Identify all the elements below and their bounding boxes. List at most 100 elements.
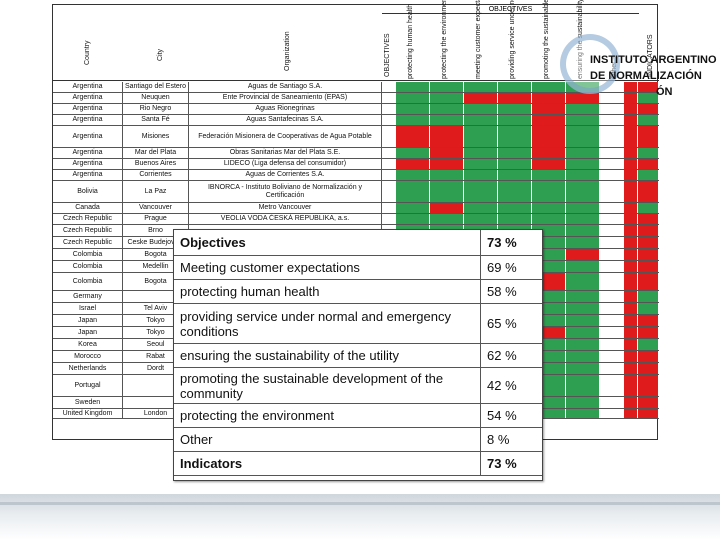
objective-status-cell: [396, 82, 430, 92]
indicator-status-cell: [638, 203, 659, 213]
summary-row: Other 8 %: [174, 428, 542, 452]
objective-marker-cell: [382, 214, 396, 224]
summary-label: protecting human health: [174, 280, 481, 303]
objective-status-cell: [498, 159, 532, 169]
objective-column-header: promoting the sustainable development of…: [542, 0, 551, 79]
country-cell: Colombia: [53, 261, 123, 272]
other-flag-cell: [624, 203, 638, 213]
objective-status-cell: [532, 148, 566, 158]
other-flag-cell: [624, 126, 638, 147]
indicator-status-cell: [638, 159, 659, 169]
objective-status-cell: [430, 181, 464, 202]
objective-status-cell: [532, 249, 566, 260]
objective-status-cell: [532, 159, 566, 169]
objective-status-cell: [464, 126, 498, 147]
other-flag-cell: [624, 93, 638, 103]
objective-status-cell: [396, 214, 430, 224]
objective-status-cell: [498, 126, 532, 147]
organization-cell: Obras Sanitarias Mar del Plata S.E.: [189, 148, 382, 158]
matrix-row: Argentina Corrientes Aguas de Corrientes S…: [53, 170, 659, 181]
objective-column-header: protecting the environment: [441, 0, 448, 79]
country-cell: Colombia: [53, 273, 123, 290]
objective-status-cell: [566, 303, 600, 314]
objective-status-cell: [498, 170, 532, 180]
objective-status-cell: [566, 327, 600, 338]
other-flag-cell: [624, 375, 638, 396]
indicator-status-cell: [638, 214, 659, 224]
other-flag-cell: [624, 315, 638, 326]
objective-status-cell: [566, 351, 600, 362]
indicator-status-cell: [638, 170, 659, 180]
city-cell: Mar del Plata: [123, 148, 189, 158]
objective-status-cell: [430, 159, 464, 169]
other-flag-cell: [624, 115, 638, 125]
other-flag-cell: [624, 363, 638, 374]
objective-status-cell: [498, 214, 532, 224]
summary-percentage: 62 %: [487, 348, 517, 363]
indicator-status-cell: [638, 327, 659, 338]
country-cell: Bolivia: [53, 181, 123, 202]
other-flag-cell: [624, 181, 638, 202]
indicator-status-cell: [638, 409, 659, 418]
objective-status-cell: [464, 181, 498, 202]
objective-status-cell: [532, 82, 566, 92]
objective-status-cell: [396, 104, 430, 114]
objective-status-cell: [464, 214, 498, 224]
objective-status-cell: [532, 303, 566, 314]
country-cell: Morocco: [53, 351, 123, 362]
objective-status-cell: [532, 339, 566, 350]
other-flag-cell: [624, 104, 638, 114]
country-cell: Korea: [53, 339, 123, 350]
objective-status-cell: [464, 93, 498, 103]
summary-label: Indicators: [174, 452, 481, 475]
other-flag-cell: [624, 273, 638, 290]
indicator-status-cell: [638, 93, 659, 103]
summary-percentage: 73 %: [487, 235, 517, 250]
objective-status-cell: [430, 93, 464, 103]
objective-status-cell: [430, 126, 464, 147]
objective-status-cell: [566, 273, 600, 290]
objective-status-cell: [532, 170, 566, 180]
country-cell: Argentina: [53, 82, 123, 92]
objective-status-cell: [498, 203, 532, 213]
matrix-row: Bolivia La Paz IBNORCA - Instituto Bolivia…: [53, 181, 659, 203]
summary-row: protecting human health 58 %: [174, 280, 542, 304]
objective-status-cell: [532, 104, 566, 114]
country-cell: Argentina: [53, 159, 123, 169]
city-cell: Santa Fé: [123, 115, 189, 125]
other-flag-cell: [624, 237, 638, 248]
objective-marker-cell: [382, 115, 396, 125]
country-cell: Argentina: [53, 126, 123, 147]
objective-status-cell: [566, 375, 600, 396]
other-flag-cell: [624, 327, 638, 338]
objective-status-cell: [532, 351, 566, 362]
city-cell: Vancouver: [123, 203, 189, 213]
summary-label: protecting the environment: [174, 404, 481, 427]
objective-status-cell: [532, 225, 566, 236]
objective-status-cell: [566, 214, 600, 224]
objective-status-cell: [566, 397, 600, 408]
objective-status-cell: [566, 203, 600, 213]
indicator-status-cell: [638, 351, 659, 362]
matrix-header: Country City Organization OBJECTIVES OBJ…: [53, 0, 659, 81]
indicator-status-cell: [638, 315, 659, 326]
summary-percentage: 8 %: [487, 432, 510, 447]
objective-column-header: meeting customer expectations: [475, 0, 482, 79]
summary-row: providing service under normal and emerg…: [174, 304, 542, 344]
country-cell: Argentina: [53, 93, 123, 103]
objective-status-cell: [498, 82, 532, 92]
matrix-row: Czech Republic Prague VEOLIA VODA ČESKÁ RE…: [53, 214, 659, 225]
objective-status-cell: [532, 214, 566, 224]
summary-row: promoting the sustainable development of…: [174, 368, 542, 404]
objective-status-cell: [566, 261, 600, 272]
organization-cell: VEOLIA VODA ČESKÁ REPUBLIKA, a.s.: [189, 214, 382, 224]
indicator-status-cell: [638, 303, 659, 314]
organization-cell: Aguas Santafecinas S.A.: [189, 115, 382, 125]
logo-line-3: ÓN: [656, 86, 673, 98]
logo-line-1: INSTITUTO ARGENTINO: [590, 54, 717, 66]
organization-cell: Federación Misionera de Cooperativas de …: [189, 126, 382, 147]
objective-status-cell: [498, 115, 532, 125]
matrix-row: Argentina Rio Negro Aguas Rionegrinas: [53, 104, 659, 115]
objective-status-cell: [532, 397, 566, 408]
